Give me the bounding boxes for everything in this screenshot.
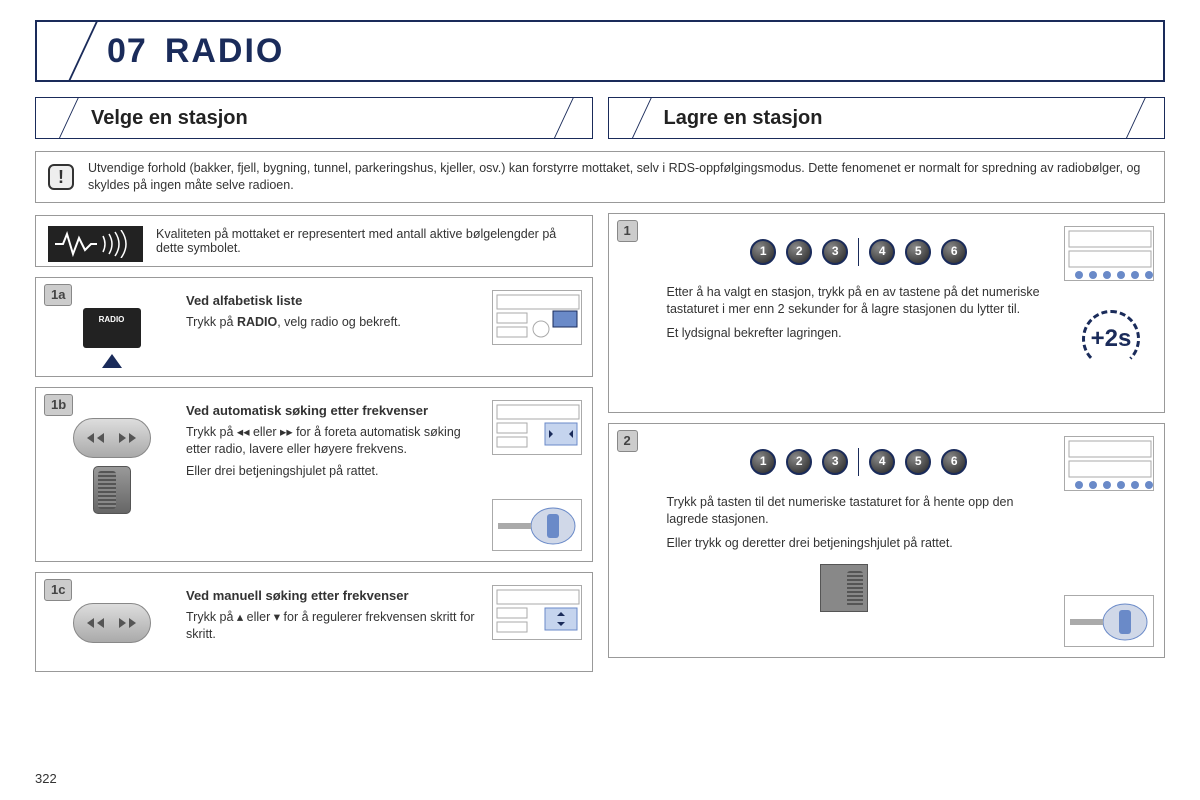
left-section-header: Velge en stasjon xyxy=(35,97,593,139)
right-step-2-body: Trykk på tasten til det numeriske tastat… xyxy=(667,494,1050,529)
step-1c-icon xyxy=(54,603,169,643)
section-headers: Velge en stasjon Lagre en stasjon xyxy=(35,97,1165,139)
right-column: 1 1 2 3 4 5 6 Etter å ha valgt en stasjo… xyxy=(608,203,1166,672)
steering-wheel-dial-icon-2 xyxy=(820,564,868,612)
step-1a-body: Trykk på RADIO, velg radio og bekreft. xyxy=(186,314,482,332)
content-columns: Kvaliteten på mottaket er representert m… xyxy=(35,203,1165,672)
preset-button-4b: 4 xyxy=(869,449,895,475)
right-step-2-body2: Eller trykk og deretter drei betjeningsh… xyxy=(667,535,1050,553)
step-1a-title: Ved alfabetisk liste xyxy=(186,292,482,310)
notice-text: Utvendige forhold (bakker, fjell, bygnin… xyxy=(88,161,1140,192)
preset-button-5: 5 xyxy=(905,239,931,265)
step-1c-body: Trykk på ▴ eller ▾ for å regulerer frekv… xyxy=(186,609,482,644)
right-step-2: 2 1 2 3 4 5 6 Trykk på tasten til det nu… xyxy=(608,423,1166,658)
steering-stalk-diagram-2 xyxy=(1064,595,1154,647)
dpad-icon-2 xyxy=(73,603,151,643)
step-1b-body2: Eller drei betjeningshjulet på rattet. xyxy=(186,463,477,481)
step-1b: 1b Ved automatisk søking etter frekvense… xyxy=(35,387,593,562)
signal-quality-icon xyxy=(48,226,143,262)
right-heading: Lagre en stasjon xyxy=(664,107,823,130)
radio-unit-diagram-2 xyxy=(492,400,582,455)
radio-unit-diagram-r2 xyxy=(1064,436,1154,491)
hold-2s-badge: +2s xyxy=(1076,309,1146,369)
chapter-title: RADIO xyxy=(165,32,285,71)
step-1c-badge: 1c xyxy=(44,579,72,601)
step-1b-icon xyxy=(54,418,169,514)
radio-unit-diagram-3 xyxy=(492,585,582,640)
preset-button-2b: 2 xyxy=(786,449,812,475)
right-step-1-body2: Et lydsignal bekrefter lagringen. xyxy=(667,325,1050,343)
step-1b-body: Trykk på ◂◂ eller ▸▸ for å foreta automa… xyxy=(186,424,477,459)
radio-button-icon xyxy=(83,308,141,348)
left-heading: Velge en stasjon xyxy=(91,107,248,130)
left-column: Kvaliteten på mottaket er representert m… xyxy=(35,203,593,672)
step-1a-badge: 1a xyxy=(44,284,72,306)
right-step-1: 1 1 2 3 4 5 6 Etter å ha valgt en stasjo… xyxy=(608,213,1166,413)
radio-unit-diagram-r1 xyxy=(1064,226,1154,281)
right-step-1-body: Etter å ha valgt en stasjon, trykk på en… xyxy=(667,284,1050,319)
step-1c: 1c Ved manuell søking etter frekvenser T… xyxy=(35,572,593,672)
preset-separator-2 xyxy=(858,448,859,476)
page-number: 322 xyxy=(35,771,57,786)
steering-stalk-diagram xyxy=(492,499,582,551)
preset-button-3b: 3 xyxy=(822,449,848,475)
preset-buttons-row-1: 1 2 3 4 5 6 xyxy=(669,238,1050,266)
right-section-header: Lagre en stasjon xyxy=(608,97,1166,139)
step-1a: 1a Ved alfabetisk liste Trykk på RADIO, … xyxy=(35,277,593,377)
chapter-number: 07 xyxy=(107,32,147,71)
preset-button-3: 3 xyxy=(822,239,848,265)
step-1b-badge: 1b xyxy=(44,394,73,416)
chapter-title-bar: 07 RADIO xyxy=(35,20,1165,82)
preset-button-6b: 6 xyxy=(941,449,967,475)
preset-buttons-row-2: 1 2 3 4 5 6 xyxy=(669,448,1050,476)
exclamation-icon: ! xyxy=(48,164,74,190)
steering-wheel-dial-icon xyxy=(93,466,131,514)
preset-separator xyxy=(858,238,859,266)
preset-button-5b: 5 xyxy=(905,449,931,475)
preset-button-1: 1 xyxy=(750,239,776,265)
right-step-2-badge: 2 xyxy=(617,430,638,452)
preset-button-6: 6 xyxy=(941,239,967,265)
arrow-up-icon xyxy=(102,354,122,368)
preset-button-1b: 1 xyxy=(750,449,776,475)
right-step-1-badge: 1 xyxy=(617,220,638,242)
step-1b-title: Ved automatisk søking etter frekvenser xyxy=(186,402,477,420)
quality-text: Kvaliteten på mottaket er representert m… xyxy=(156,227,580,255)
preset-button-2: 2 xyxy=(786,239,812,265)
step-1c-title: Ved manuell søking etter frekvenser xyxy=(186,587,482,605)
quality-info-box: Kvaliteten på mottaket er representert m… xyxy=(35,215,593,267)
preset-button-4: 4 xyxy=(869,239,895,265)
radio-unit-diagram xyxy=(492,290,582,345)
warning-notice: ! Utvendige forhold (bakker, fjell, bygn… xyxy=(35,151,1165,203)
step-1a-icon xyxy=(54,308,169,368)
dpad-icon xyxy=(73,418,151,458)
